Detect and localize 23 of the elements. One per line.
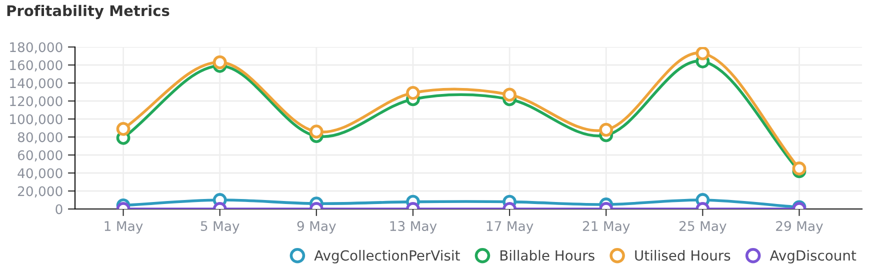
legend-label: Billable Hours xyxy=(500,250,594,261)
y-tick-label: 60,000 xyxy=(18,150,62,162)
x-tick-label: 29 May xyxy=(776,221,823,234)
y-tick-label: 80,000 xyxy=(18,132,62,144)
y-tick-label: 100,000 xyxy=(10,114,62,126)
x-tick-label: 13 May xyxy=(390,221,437,234)
y-tick-label: 120,000 xyxy=(10,96,62,108)
chart-title: Profitability Metrics xyxy=(7,4,170,20)
legend-label: AvgDiscount xyxy=(770,250,856,264)
y-tick-label: 180,000 xyxy=(10,42,62,54)
x-tick-label: 21 May xyxy=(582,221,630,234)
y-tick-label: 140,000 xyxy=(10,78,62,90)
y-tick-label: 0 xyxy=(56,204,62,214)
x-tick-label: 1 May xyxy=(104,221,143,234)
y-tick-label: 40,000 xyxy=(18,168,62,180)
y-tick-label: 160,000 xyxy=(10,60,62,72)
x-tick-label: 17 May xyxy=(486,221,534,234)
x-tick-label: 5 May xyxy=(200,221,240,234)
x-tick-label: 9 May xyxy=(297,221,336,234)
legend-label: AvgCollectionPerVisit xyxy=(314,250,460,264)
y-tick-label: 20,000 xyxy=(18,186,62,198)
x-tick-label: 25 May xyxy=(680,221,726,234)
legend-label: Utilised Hours xyxy=(635,250,730,261)
